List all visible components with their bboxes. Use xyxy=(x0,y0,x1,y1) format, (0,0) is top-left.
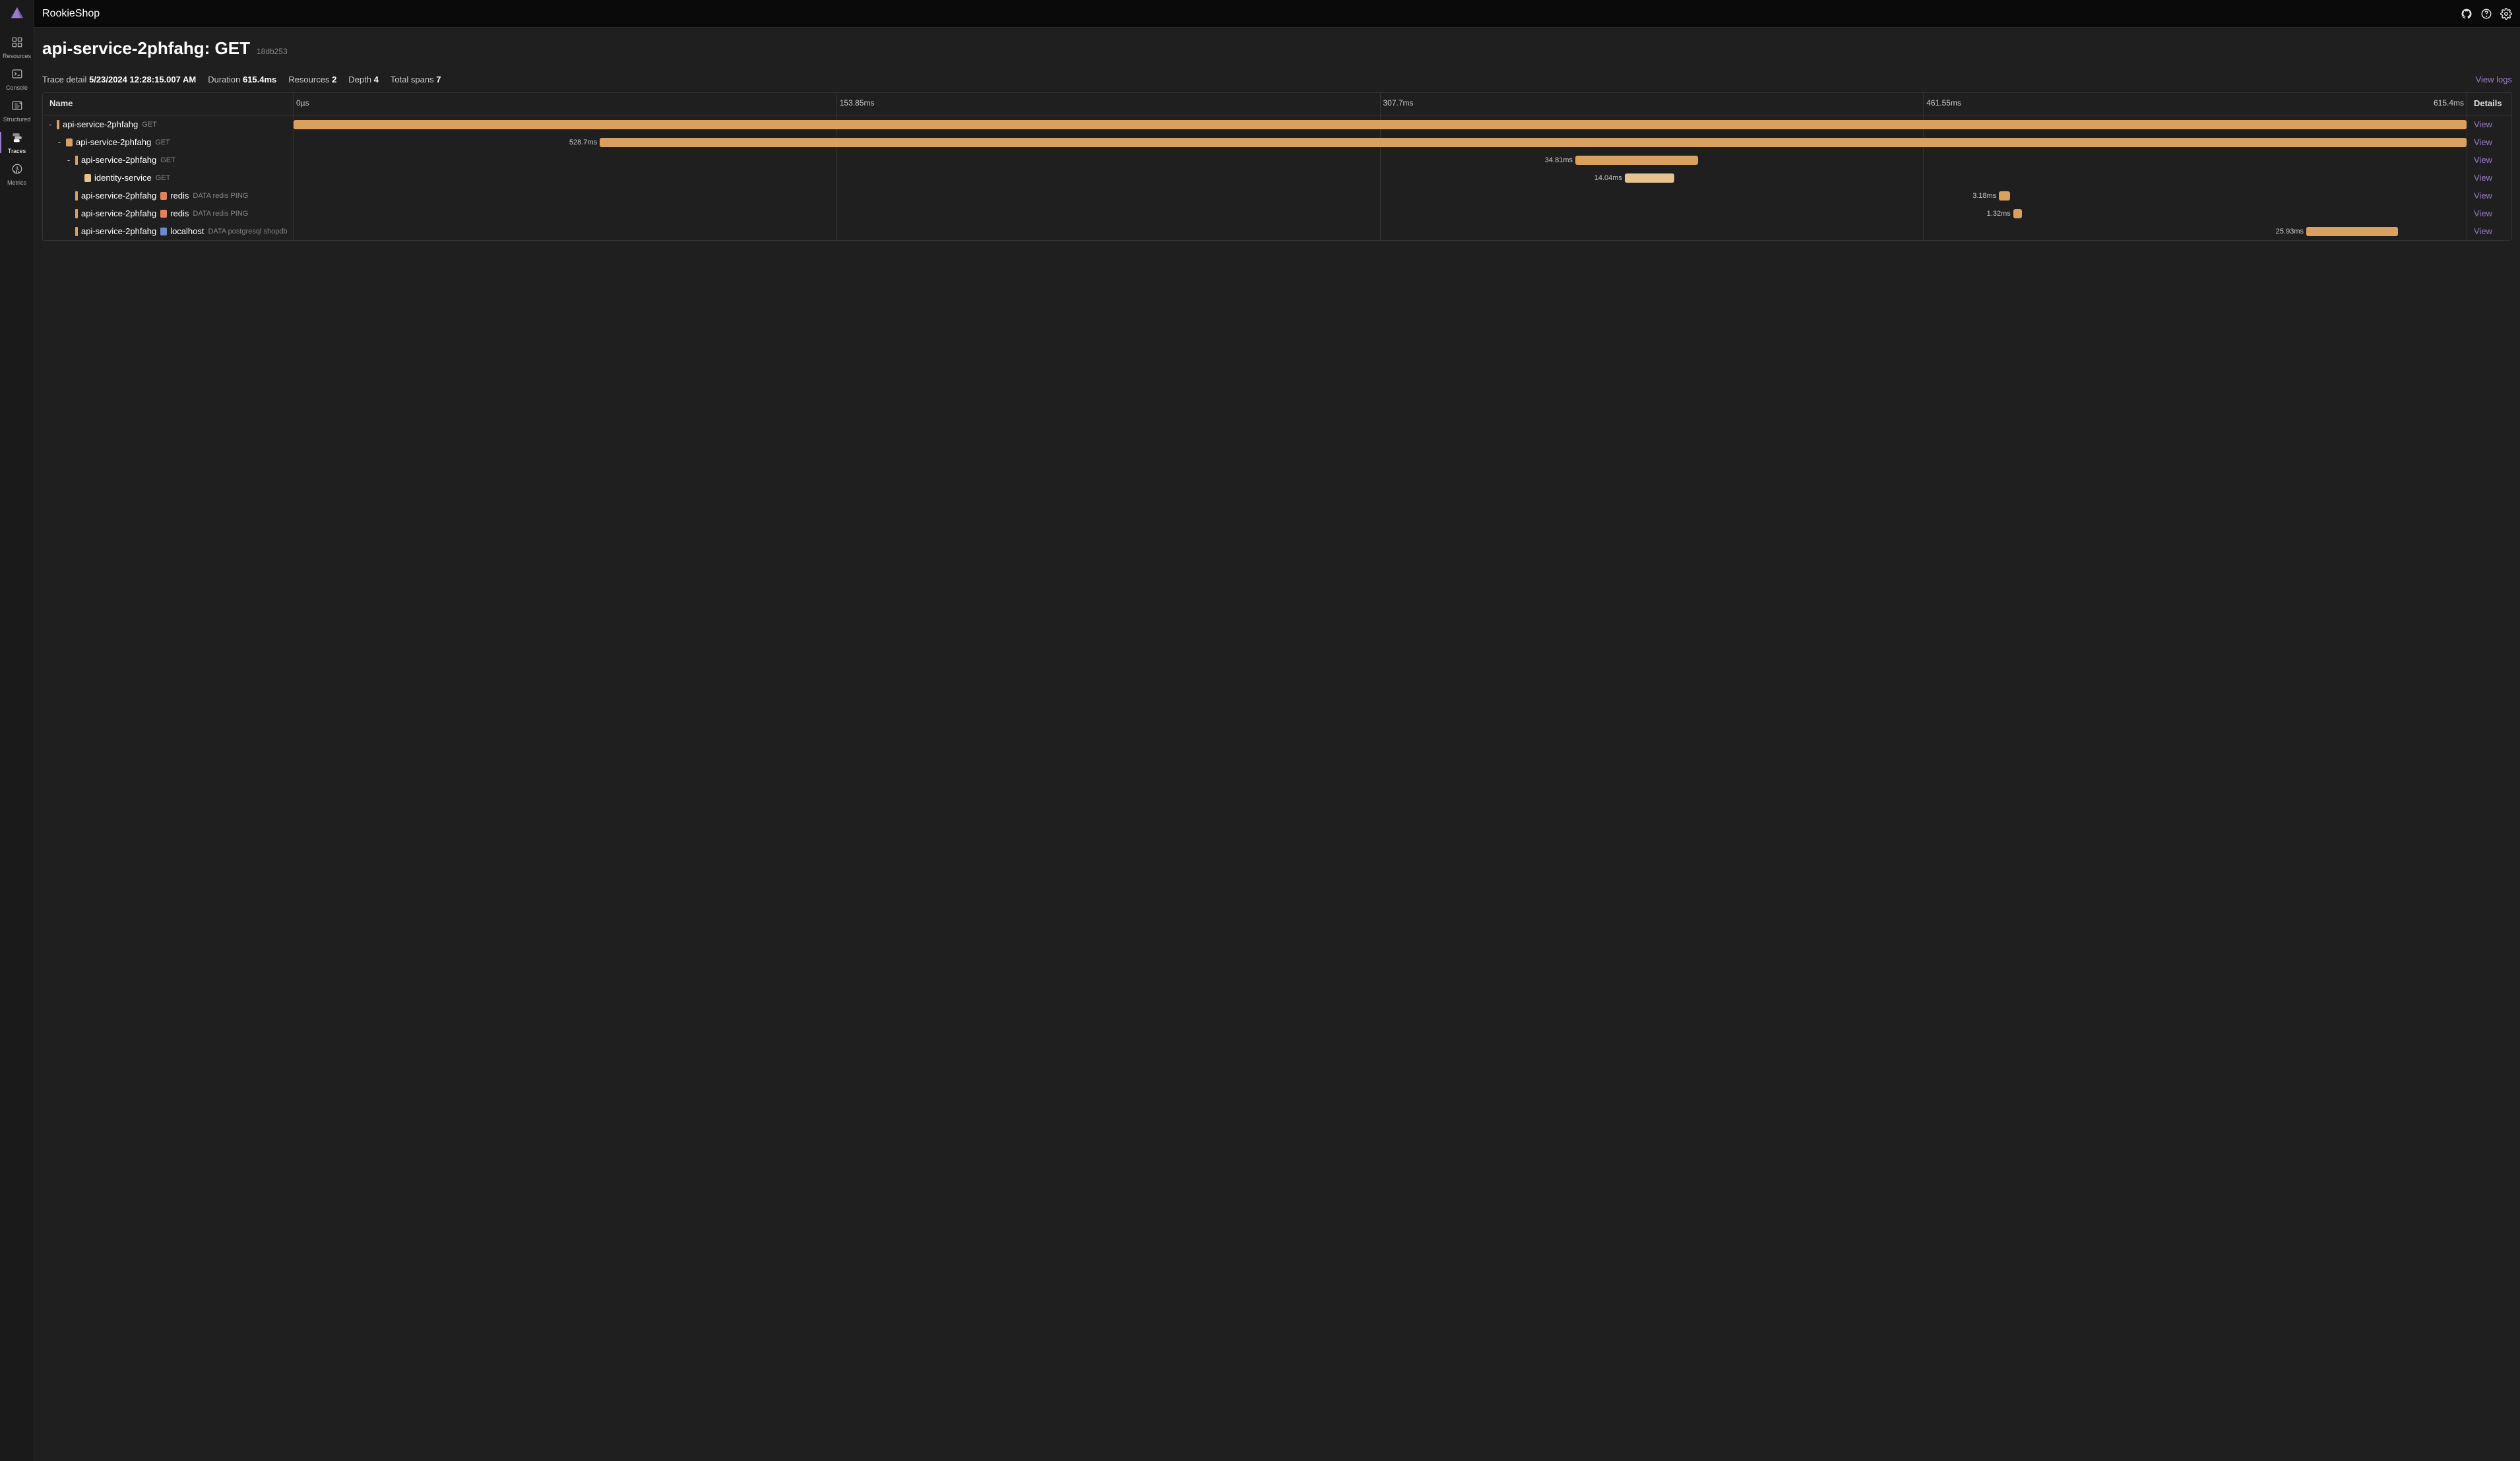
help-icon[interactable] xyxy=(2480,8,2492,20)
span-target: redis xyxy=(170,191,189,201)
trace-row: -api-service-2phfahg GET 34.81ms View xyxy=(43,151,2511,169)
expander[interactable]: - xyxy=(64,155,73,165)
span-bar[interactable] xyxy=(600,138,2467,147)
app-logo-icon xyxy=(9,5,25,21)
span-timeline: 3.18ms xyxy=(294,187,2467,204)
sidebar-item-metrics[interactable]: Metrics xyxy=(0,158,34,190)
trace-id: 18db253 xyxy=(257,47,288,56)
span-bar[interactable] xyxy=(1625,173,1674,183)
view-logs-link[interactable]: View logs xyxy=(2476,75,2512,84)
console-icon xyxy=(11,68,23,83)
timeline-tick: 461.55ms615.4ms xyxy=(1924,93,2467,115)
sidebar-item-console[interactable]: Console xyxy=(0,63,34,95)
span-name: api-service-2phfahg xyxy=(81,155,156,165)
span-timeline: 14.04ms xyxy=(294,169,2467,187)
span-marker xyxy=(75,156,78,165)
view-link[interactable]: View xyxy=(2474,191,2492,201)
target-icon xyxy=(160,192,167,200)
app-title: RookieShop xyxy=(42,8,2461,20)
resource-icon xyxy=(84,174,91,182)
target-icon xyxy=(160,210,167,218)
expander[interactable]: - xyxy=(46,119,55,129)
span-operation: DATA redis PING xyxy=(193,210,248,218)
span-marker xyxy=(57,120,59,129)
trace-row: -api-service-2phfahg GET View xyxy=(43,115,2511,133)
span-duration-label: 14.04ms xyxy=(1594,174,1625,182)
view-link[interactable]: View xyxy=(2474,155,2492,165)
trace-row: api-service-2phfahg redis DATA redis PING 1… xyxy=(43,204,2511,222)
trace-row: - api-service-2phfahg GET 528.7ms View xyxy=(43,133,2511,151)
span-marker xyxy=(75,209,78,218)
span-name: identity-service xyxy=(94,173,152,183)
timeline-header: 0µs153.85ms307.7ms461.55ms615.4ms xyxy=(294,93,2467,115)
span-operation: GET xyxy=(156,174,171,182)
span-operation: DATA redis PING xyxy=(193,192,248,200)
column-header-details: Details xyxy=(2467,93,2511,115)
timeline-tick: 153.85ms xyxy=(837,93,1381,115)
timeline-tick: 307.7ms xyxy=(1381,93,1924,115)
view-link[interactable]: View xyxy=(2474,226,2492,236)
span-name: api-service-2phfahg xyxy=(81,226,156,236)
expander[interactable]: - xyxy=(55,137,64,147)
settings-icon[interactable] xyxy=(2500,8,2512,20)
span-operation: DATA postgresql shopdb xyxy=(208,228,288,235)
span-name: api-service-2phfahg xyxy=(76,137,151,147)
view-link[interactable]: View xyxy=(2474,208,2492,218)
resource-icon xyxy=(66,139,73,146)
trace-row: api-service-2phfahg redis DATA redis PING 3… xyxy=(43,187,2511,204)
metrics-icon xyxy=(11,163,23,178)
view-link[interactable]: View xyxy=(2474,173,2492,183)
trace-row: identity-service GET 14.04ms View xyxy=(43,169,2511,187)
span-operation: GET xyxy=(155,139,170,146)
grid-icon xyxy=(11,36,23,51)
github-icon[interactable] xyxy=(2461,8,2473,20)
span-operation: GET xyxy=(142,121,157,129)
column-header-name: Name xyxy=(43,93,294,115)
sidebar: ResourcesConsoleStructuredTracesMetrics xyxy=(0,0,34,1461)
span-bar[interactable] xyxy=(1999,191,2010,201)
timeline-tick: 0µs xyxy=(294,93,837,115)
span-duration-label: 25.93ms xyxy=(2276,228,2306,235)
topbar: RookieShop xyxy=(34,0,2520,28)
span-bar[interactable] xyxy=(1575,156,1698,165)
trace-meta: Trace detail 5/23/2024 12:28:15.007 AM D… xyxy=(42,75,2512,84)
span-duration-label: 528.7ms xyxy=(569,139,600,146)
span-marker xyxy=(75,227,78,236)
trace-row: api-service-2phfahg localhost DATA postgre… xyxy=(43,222,2511,240)
span-bar[interactable] xyxy=(2013,209,2022,218)
sidebar-item-structured[interactable]: Structured xyxy=(0,95,34,127)
view-link[interactable]: View xyxy=(2474,119,2492,129)
span-name: api-service-2phfahg xyxy=(63,119,138,129)
trace-table: Name 0µs153.85ms307.7ms461.55ms615.4ms D… xyxy=(42,92,2512,241)
span-timeline xyxy=(294,115,2467,133)
structured-icon xyxy=(11,100,23,115)
sidebar-item-traces[interactable]: Traces xyxy=(0,127,34,158)
sidebar-item-resources[interactable]: Resources xyxy=(0,32,34,63)
span-name: api-service-2phfahg xyxy=(81,208,156,218)
span-name: api-service-2phfahg xyxy=(81,191,156,201)
target-icon xyxy=(160,228,167,235)
traces-icon xyxy=(11,131,23,146)
span-timeline: 1.32ms xyxy=(294,204,2467,222)
span-timeline: 528.7ms xyxy=(294,133,2467,151)
span-operation: GET xyxy=(160,156,175,164)
view-link[interactable]: View xyxy=(2474,137,2492,147)
span-duration-label: 3.18ms xyxy=(1972,192,1999,200)
span-duration-label: 1.32ms xyxy=(1987,210,2013,218)
span-target: localhost xyxy=(170,226,204,236)
span-timeline: 34.81ms xyxy=(294,151,2467,169)
span-duration-label: 34.81ms xyxy=(1545,156,1575,164)
span-bar[interactable] xyxy=(294,120,2467,129)
span-marker xyxy=(75,191,78,201)
span-bar[interactable] xyxy=(2306,227,2398,236)
page-title: api-service-2phfahg: GET 18db253 xyxy=(42,38,2512,59)
span-target: redis xyxy=(170,208,189,218)
span-timeline: 25.93ms xyxy=(294,222,2467,240)
